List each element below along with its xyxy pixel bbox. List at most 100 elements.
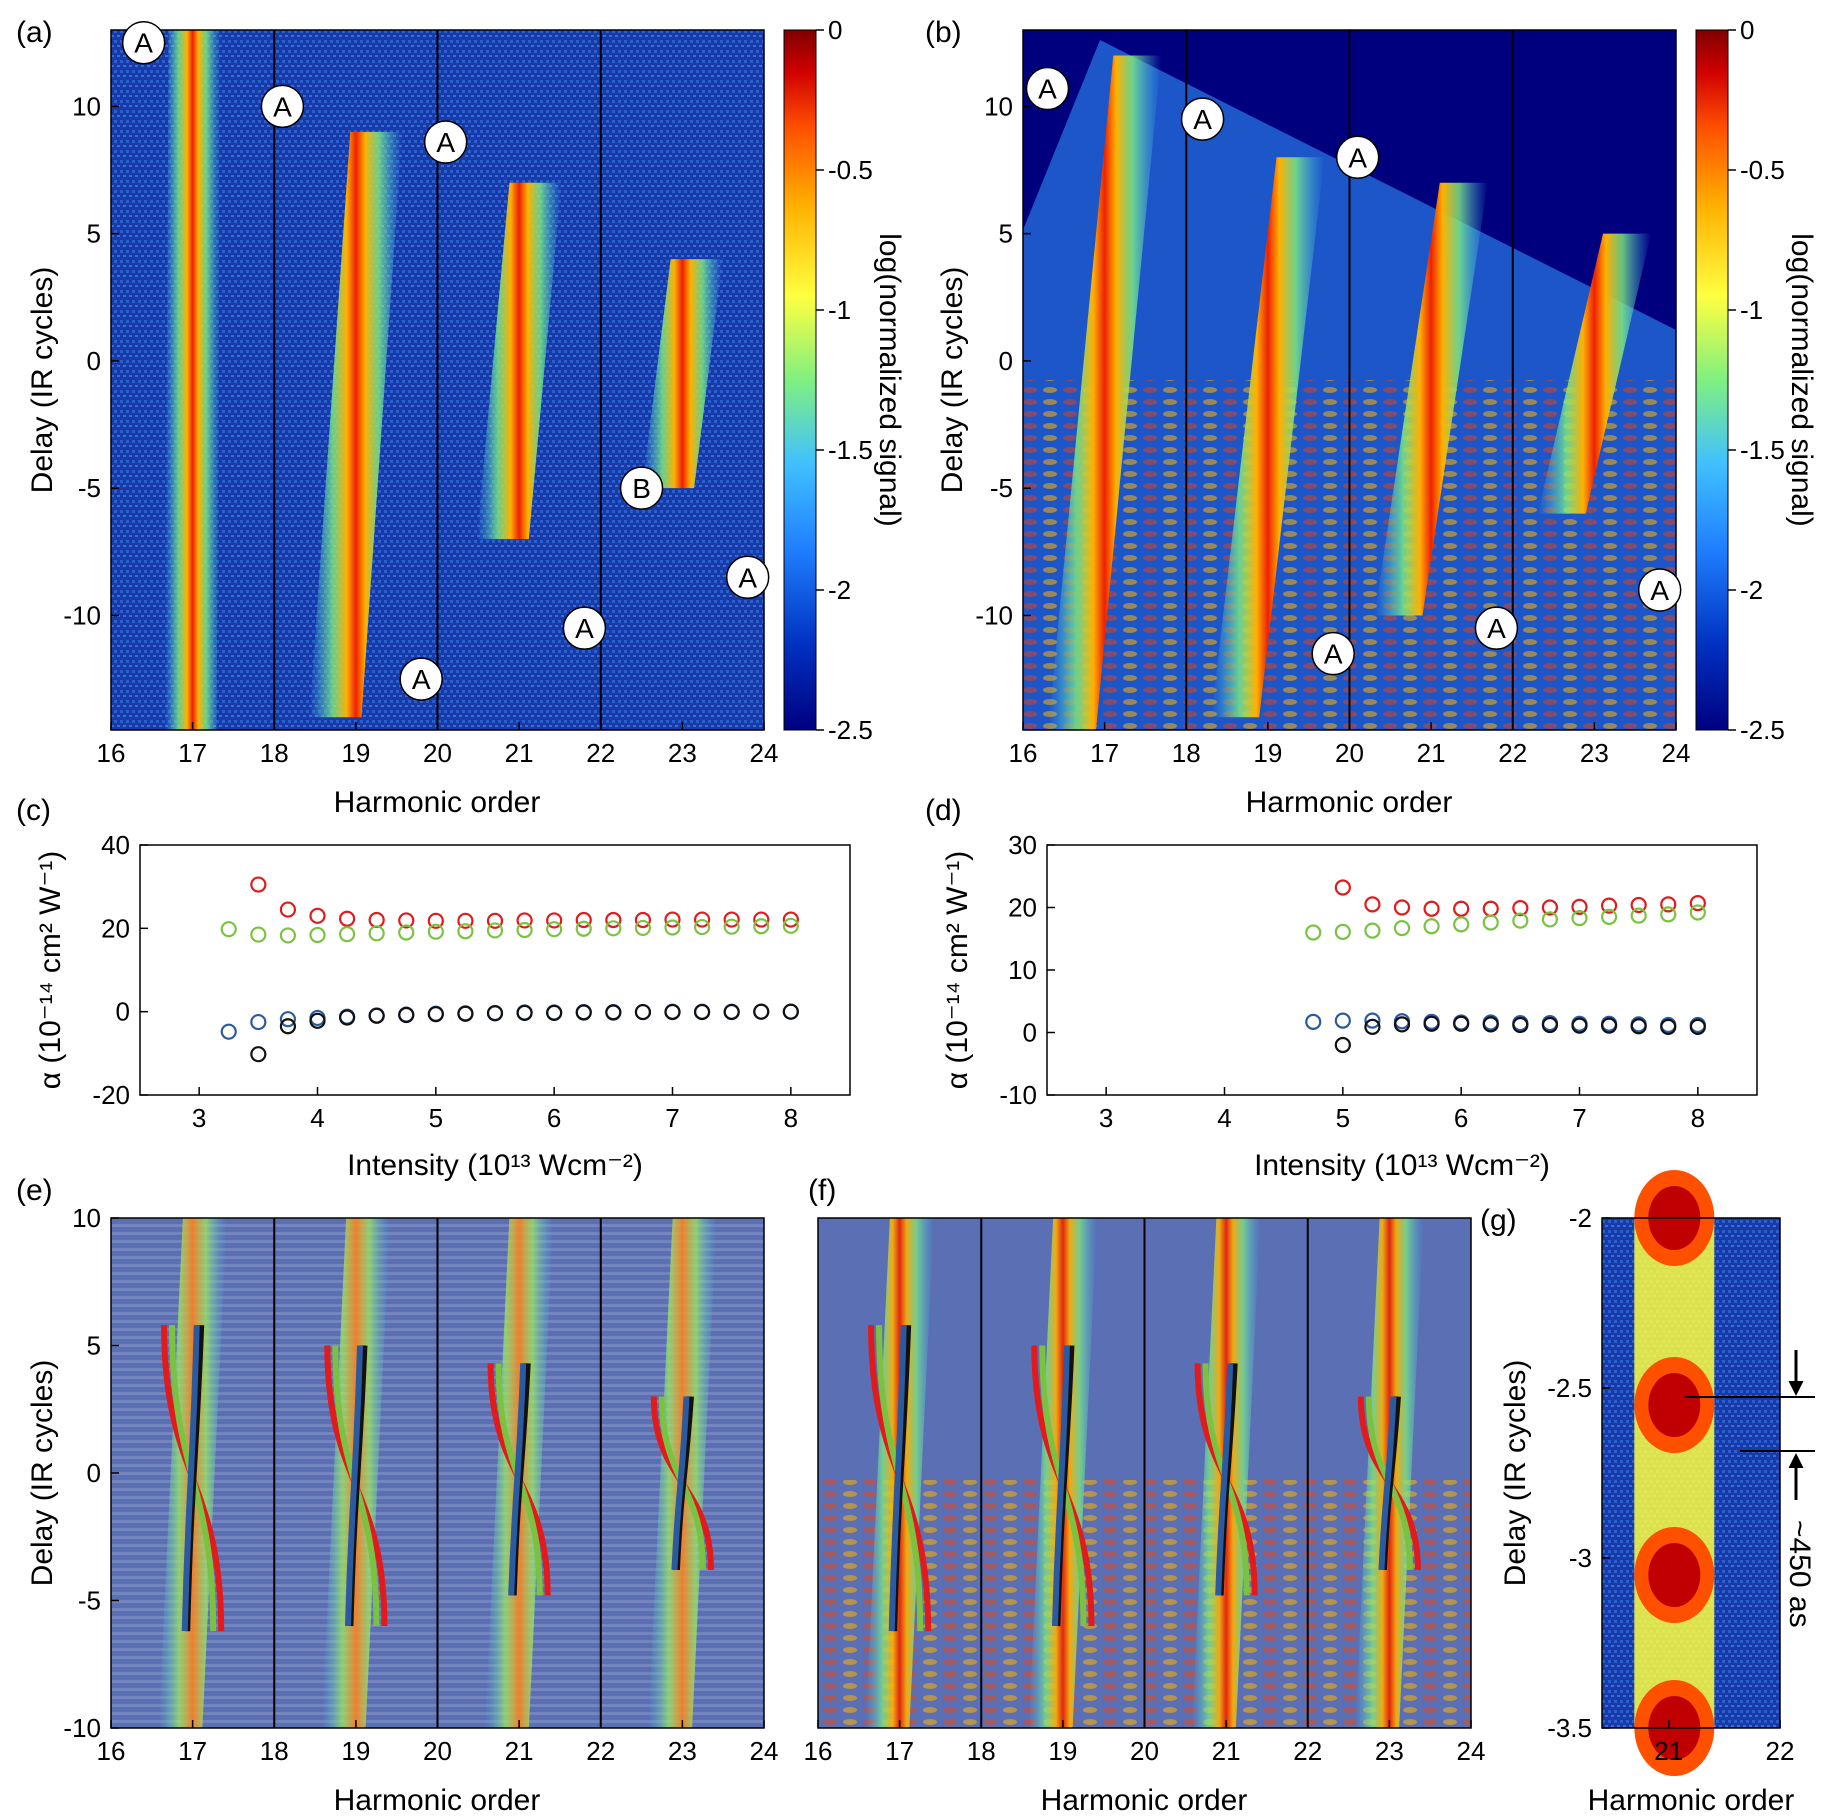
colorbar-tick-label-b: -1 [1740, 295, 1763, 325]
point-d-red [1541, 899, 1559, 916]
x-tick-label-e: 19 [341, 1736, 370, 1766]
x-tick-label-b: 19 [1253, 738, 1282, 768]
point-d-black [1453, 1015, 1470, 1032]
point-c-black [398, 1006, 415, 1024]
point-c-blue [279, 1011, 297, 1028]
x-tick-label-e: 23 [668, 1736, 697, 1766]
panel-label-b: (b) [925, 16, 962, 49]
point-d-red [1393, 899, 1411, 916]
x-tick-label-f: 19 [1048, 1736, 1077, 1766]
point-c-red [546, 912, 563, 929]
point-d-green [1600, 908, 1618, 925]
curve-e-blue-0 [181, 1325, 200, 1632]
colorbar-b [1695, 29, 1729, 731]
point-d-red [1660, 896, 1677, 913]
marker-b-5 [1637, 568, 1682, 612]
point-d-green [1364, 922, 1381, 939]
point-c-green [664, 919, 681, 936]
point-c-red [782, 911, 799, 928]
point-d-red [1689, 895, 1706, 912]
x-tick-label-f: 17 [885, 1736, 914, 1766]
marker-label-b-1: A [1193, 104, 1212, 135]
point-c-black [457, 1005, 474, 1022]
y-tick-label-g: -3 [1569, 1543, 1592, 1573]
y-tick-label-d: 10 [1008, 955, 1037, 985]
band-a-h19 [309, 131, 403, 718]
point-d-black [1600, 1017, 1618, 1034]
point-c-blue [250, 1013, 267, 1031]
x-axis-label-d: Intensity (10¹³ Wcm⁻²) [1254, 1149, 1550, 1182]
band-a-h23 [642, 259, 723, 489]
x-tick-label-f: 21 [1212, 1736, 1241, 1766]
colorbar-tick-label-b: -2.5 [1740, 715, 1785, 745]
y-tick-label-e: 5 [87, 1331, 101, 1361]
point-d-green [1482, 914, 1499, 931]
x-tick-label-d: 8 [1691, 1103, 1705, 1133]
point-c-green [634, 919, 652, 937]
band-b-3 [1537, 233, 1652, 514]
x-tick-label-b: 23 [1580, 738, 1609, 768]
marker-b-4 [1474, 606, 1519, 650]
point-d-black [1512, 1016, 1529, 1034]
point-d-green [1571, 910, 1588, 927]
point-d-green [1512, 912, 1529, 929]
y-tick-label-b: 10 [984, 91, 1013, 121]
x-tick-label-c: 7 [665, 1103, 679, 1133]
y-tick-label-a: -10 [63, 600, 101, 630]
g-maximum-core-2 [1648, 1543, 1701, 1607]
y-axis-label-a: Delay (IR cycles) [26, 267, 59, 494]
colorbar-tick-label-b: -2 [1740, 575, 1763, 605]
x-tick-label-b: 24 [1662, 738, 1691, 768]
y-tick-label-d: 20 [1008, 893, 1037, 923]
band-b-0 [1047, 55, 1162, 731]
x-tick-label-d: 3 [1099, 1103, 1113, 1133]
y-tick-label-b: 5 [999, 219, 1013, 249]
point-c-red [634, 911, 652, 929]
point-c-black [427, 1006, 444, 1023]
curve-e-blue-2 [508, 1363, 527, 1596]
point-c-green [486, 922, 504, 939]
point-c-green [457, 923, 474, 940]
heatmap-g-frame [1601, 1217, 1781, 1729]
point-c-green [782, 917, 799, 934]
curve-f-blue-3 [1378, 1396, 1397, 1571]
x-tick-label-e: 21 [505, 1736, 534, 1766]
point-c-green [338, 926, 356, 943]
x-tick-label-a: 20 [423, 738, 452, 768]
point-d-red [1364, 896, 1381, 913]
point-c-red [279, 901, 297, 918]
point-c-black [546, 1004, 563, 1022]
y-tick-label-d: 30 [1008, 830, 1037, 860]
x-axis-label-c: Intensity (10¹³ Wcm⁻²) [347, 1149, 643, 1182]
y-tick-label-g: -2 [1569, 1203, 1592, 1233]
x-tick-label-f: 23 [1375, 1736, 1404, 1766]
point-c-green [427, 923, 444, 940]
x-tick-label-e: 16 [97, 1736, 126, 1766]
point-c-blue [220, 1023, 237, 1040]
band-a-h21 [476, 182, 562, 540]
point-d-green [1541, 911, 1559, 928]
panel-f-heatmap: 16 17 18 19 20 21 22 23 24 Harmonic order [804, 1217, 1485, 1817]
x-tick-label-c: 5 [429, 1103, 443, 1133]
point-d-red [1334, 879, 1351, 896]
colorbar-label-a: log(normalized signal) [873, 233, 906, 526]
curve-f-blue-2 [1215, 1363, 1234, 1596]
point-c-green [309, 926, 326, 944]
curve-f-blue-1 [1051, 1345, 1070, 1627]
x-tick-label-d: 4 [1217, 1103, 1231, 1133]
panel-label-a: (a) [16, 16, 53, 49]
point-c-green [693, 918, 711, 936]
x-tick-label-a: 23 [668, 738, 697, 768]
point-c-black [309, 1012, 326, 1029]
point-d-red [1630, 896, 1647, 914]
marker-b-3 [1311, 631, 1355, 676]
x-tick-label-b: 21 [1417, 738, 1446, 768]
band-a-h17 [164, 30, 221, 730]
y-tick-label-b: -5 [990, 473, 1013, 503]
marker-label-a-3: B [632, 473, 651, 504]
y-axis-label-e: Delay (IR cycles) [26, 1360, 59, 1587]
y-axis-label-b: Delay (IR cycles) [936, 267, 969, 494]
x-tick-label-b: 16 [1009, 738, 1038, 768]
point-d-green [1393, 920, 1411, 937]
